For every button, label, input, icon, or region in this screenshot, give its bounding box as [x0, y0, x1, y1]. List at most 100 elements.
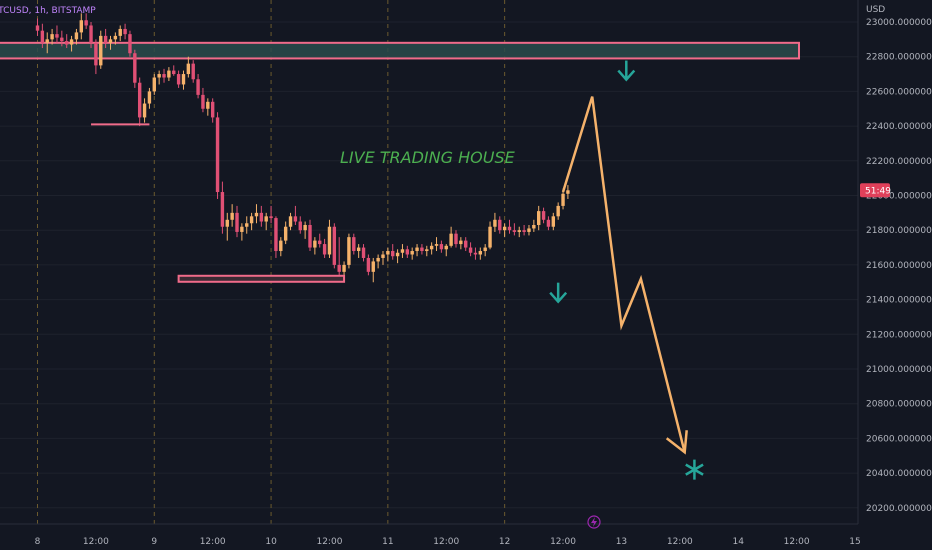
candle [264, 212, 268, 231]
candle [488, 221, 492, 250]
horizontal-gridlines [0, 21, 858, 509]
candle [352, 233, 356, 255]
candle-body [337, 264, 341, 272]
lightning-icon[interactable] [587, 515, 601, 529]
candle-body [444, 245, 448, 250]
candle-body [225, 219, 229, 227]
candle [113, 32, 118, 45]
candle [303, 221, 307, 239]
candle-body [386, 251, 390, 255]
candle [478, 247, 483, 260]
candle [405, 245, 410, 258]
candle [566, 185, 570, 199]
candle [50, 28, 54, 45]
candle-body [322, 244, 327, 255]
candle [201, 87, 205, 113]
candle-body [69, 39, 74, 45]
candle [249, 212, 254, 231]
candle-body [79, 20, 83, 33]
y-tick-label: 21200.000000000 [866, 330, 932, 340]
candle [288, 212, 293, 231]
candle [449, 226, 453, 248]
candle-body [74, 32, 79, 40]
candle-body [459, 240, 463, 245]
candle [332, 223, 337, 269]
candle-body [376, 257, 380, 262]
candle [507, 219, 512, 234]
candle-body [196, 79, 200, 95]
candle-body [245, 223, 249, 227]
candle [181, 70, 186, 90]
candle [410, 247, 414, 260]
candle-body [303, 224, 307, 231]
candle [74, 28, 79, 45]
candle [512, 223, 517, 236]
candle [391, 244, 395, 260]
x-tick-label: 10 [265, 537, 277, 547]
candle-body [527, 228, 531, 232]
candle [94, 39, 98, 75]
candle [347, 233, 351, 269]
candle [464, 237, 468, 252]
x-tick-label: 12 [499, 537, 510, 547]
y-tick-label: 23000.000000000 [866, 18, 932, 28]
candle [210, 98, 215, 123]
candle-body [522, 230, 526, 232]
candle-body [254, 212, 259, 217]
candle [167, 67, 171, 81]
candle-body [181, 74, 186, 85]
candle-body [464, 240, 468, 248]
resistance-zone [0, 41, 800, 60]
candle [118, 25, 122, 42]
candle-body [157, 74, 161, 78]
candle-body [517, 230, 521, 232]
candle-body [128, 34, 132, 54]
candle-body [420, 247, 424, 252]
y-tick-label: 22600.000000000 [866, 87, 932, 97]
y-tick-label: 20200.000000000 [866, 504, 932, 514]
candle [259, 205, 264, 227]
candle-body [395, 252, 400, 257]
candle [322, 238, 327, 258]
candle [527, 224, 531, 236]
candle [415, 244, 419, 257]
candle-body [152, 77, 156, 92]
candle [55, 25, 59, 43]
candle-body [405, 249, 410, 255]
candle-body [361, 247, 366, 258]
candle-body [347, 237, 351, 265]
candle-body [371, 261, 375, 272]
candle-body [449, 233, 453, 246]
candle [327, 219, 332, 258]
candle-body [400, 249, 405, 253]
candle [191, 60, 195, 83]
price-badge-label: 51:49 [865, 186, 891, 196]
candle-body [468, 247, 473, 253]
candle-body [327, 226, 332, 255]
projection-arrowhead [665, 430, 688, 455]
candle-body [415, 247, 419, 252]
candle [274, 216, 278, 258]
candle-body [172, 70, 176, 75]
candle-body [191, 63, 195, 80]
watermark-text: LIVE TRADING HOUSE [340, 148, 516, 167]
candle-body [473, 252, 478, 255]
candle [172, 65, 176, 76]
candle-body [167, 70, 171, 78]
candle [376, 254, 380, 269]
down-arrow-icon [617, 60, 636, 82]
candle-body [356, 247, 361, 252]
candle-body [308, 224, 312, 248]
candle-body [230, 212, 234, 220]
y-tick-label: 20600.000000000 [866, 434, 932, 444]
candle-body [99, 35, 103, 66]
candle [473, 247, 478, 260]
candle [103, 28, 108, 49]
candle-body [556, 205, 560, 217]
candle [60, 30, 64, 47]
candle [429, 242, 434, 255]
candle [157, 70, 161, 85]
candle [483, 244, 487, 257]
candle-body [35, 25, 40, 31]
